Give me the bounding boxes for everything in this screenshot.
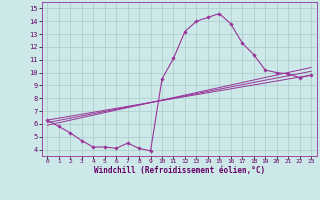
X-axis label: Windchill (Refroidissement éolien,°C): Windchill (Refroidissement éolien,°C) (94, 166, 265, 175)
